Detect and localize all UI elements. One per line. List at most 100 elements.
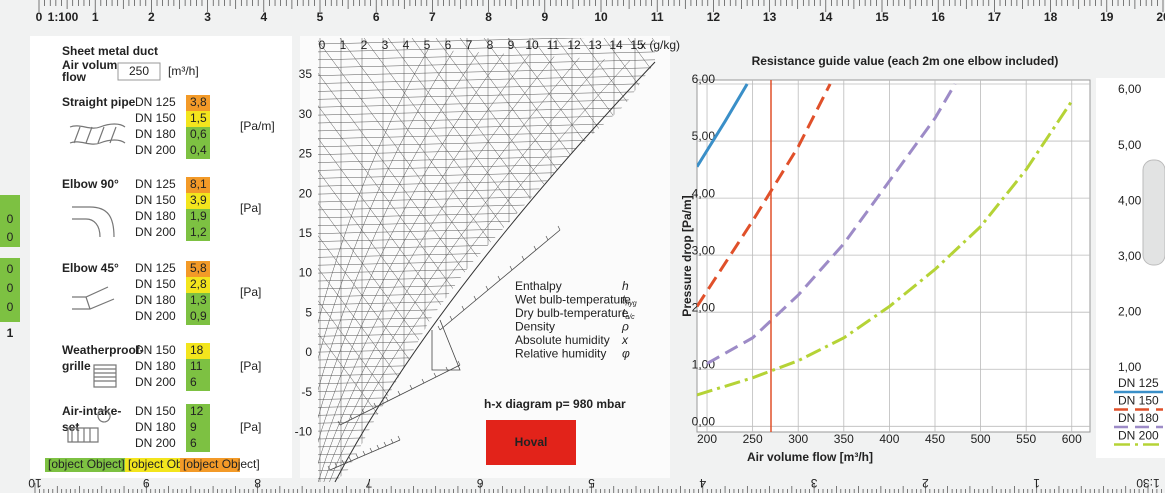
dn-label: DN 180 bbox=[135, 420, 176, 434]
value-label: 0,9 bbox=[190, 309, 207, 323]
y-tick-label: 0,00 bbox=[692, 414, 716, 428]
ruler-label: 5 bbox=[317, 10, 324, 24]
chart-title: Resistance guide value (each 2m one elbo… bbox=[752, 54, 1059, 68]
value-label: 11 bbox=[190, 359, 203, 373]
value-label: 5,8 bbox=[190, 261, 207, 275]
ruler-label: 8 bbox=[254, 476, 261, 490]
ruler-label: 8 bbox=[485, 10, 492, 24]
ruler-label: 15 bbox=[875, 10, 889, 24]
right-scale-label: 6,00 bbox=[1118, 82, 1142, 96]
ruler-label: 7 bbox=[429, 10, 436, 24]
value-label: 8,1 bbox=[190, 177, 207, 191]
side-tab-label: 0 bbox=[7, 300, 14, 314]
hx-temp-tick: 20 bbox=[299, 186, 313, 200]
x-tick-label: 250 bbox=[743, 432, 763, 446]
ruler-label: 19 bbox=[1100, 10, 1114, 24]
hx-x-tick: 9 bbox=[508, 38, 515, 52]
section-title: Elbow 45° bbox=[62, 261, 119, 275]
hx-x-tick: 12 bbox=[567, 38, 581, 52]
dn-label: DN 200 bbox=[135, 143, 176, 157]
value-label: 1,9 bbox=[190, 209, 207, 223]
dn-label: DN 200 bbox=[135, 436, 176, 450]
ruler-label: 9 bbox=[143, 476, 150, 490]
ruler-label: 13 bbox=[763, 10, 777, 24]
hx-x-tick: 13 bbox=[588, 38, 602, 52]
dn-label: DN 200 bbox=[135, 375, 176, 389]
value-label: 1,2 bbox=[190, 225, 207, 239]
ruler-label: 18 bbox=[1044, 10, 1058, 24]
hx-x-tick: 2 bbox=[361, 38, 368, 52]
hx-x-tick: 4 bbox=[403, 38, 410, 52]
side-tab-label: 0 bbox=[7, 262, 14, 276]
dn-label: DN 150 bbox=[135, 404, 176, 418]
ruler-label: 0 bbox=[36, 10, 43, 24]
slot-cutout bbox=[1143, 160, 1165, 265]
right-scale-label: 5,00 bbox=[1118, 138, 1142, 152]
ruler-label: 1:30 bbox=[1136, 476, 1160, 490]
legend-label: DN 200 bbox=[1118, 429, 1159, 443]
x-tick-label: 500 bbox=[971, 432, 991, 446]
hx-x-tick: 11 bbox=[547, 38, 560, 52]
dn-label: DN 150 bbox=[135, 343, 176, 357]
x-tick-label: 450 bbox=[925, 432, 945, 446]
hx-legend-name: Dry bulb-temperature bbox=[515, 306, 629, 320]
dn-label: DN 125 bbox=[135, 261, 176, 275]
hx-legend-symbol: x bbox=[621, 333, 629, 347]
side-tab-label: 0 bbox=[7, 281, 14, 295]
ruler-label: 4 bbox=[699, 476, 706, 490]
hx-temp-tick: 30 bbox=[299, 107, 313, 121]
ruler-label: 14 bbox=[819, 10, 833, 24]
ruler-label: 10 bbox=[28, 476, 42, 490]
ruler-label: 3 bbox=[204, 10, 211, 24]
dn-label: DN 150 bbox=[135, 193, 176, 207]
speed-legend-label: [object Object] bbox=[48, 457, 125, 471]
hx-temp-tick: 15 bbox=[299, 226, 313, 240]
hx-legend-symbol: φ bbox=[622, 347, 630, 361]
x-tick-label: 600 bbox=[1062, 432, 1082, 446]
section-title: Straight pipe bbox=[62, 95, 136, 109]
y-tick-label: 3,00 bbox=[692, 243, 716, 257]
speed-legend-label: [object Object] bbox=[183, 457, 260, 471]
x-tick-label: 400 bbox=[879, 432, 899, 446]
dn-label: DN 180 bbox=[135, 359, 176, 373]
ruler-label: 7 bbox=[365, 476, 372, 490]
brand-logo: Hoval bbox=[515, 435, 548, 449]
right-scale-label: 3,00 bbox=[1118, 249, 1142, 263]
hx-legend-symbol: ρ bbox=[621, 320, 629, 334]
unit-label: [Pa] bbox=[240, 359, 261, 373]
hx-caption: h-x diagram p= 980 mbar bbox=[484, 397, 626, 411]
hx-temp-tick: 10 bbox=[299, 266, 313, 280]
right-scale-label: 4,00 bbox=[1118, 193, 1142, 207]
dn-label: DN 200 bbox=[135, 225, 176, 239]
dn-label: DN 150 bbox=[135, 111, 176, 125]
ruler-label: 4 bbox=[260, 10, 267, 24]
duct-calculator: 01:1001234567891011121314151617181920109… bbox=[0, 0, 1165, 493]
value-label: 2,8 bbox=[190, 277, 207, 291]
dn-label: DN 180 bbox=[135, 293, 176, 307]
legend-label: DN 180 bbox=[1118, 411, 1159, 425]
calc-title: Sheet metal duct bbox=[62, 44, 158, 58]
dn-label: DN 180 bbox=[135, 127, 176, 141]
ruler-label: 17 bbox=[988, 10, 1002, 24]
right-scale-label: 2,00 bbox=[1118, 305, 1142, 319]
hx-legend-name: Enthalpy bbox=[515, 279, 562, 293]
unit-label: [Pa/m] bbox=[240, 119, 275, 133]
hx-x-tick: 3 bbox=[382, 38, 389, 52]
ruler-label: 2 bbox=[922, 476, 929, 490]
hx-x-label: x (g/kg) bbox=[640, 38, 680, 52]
hx-temp-tick: 25 bbox=[299, 147, 313, 161]
ruler-label: 6 bbox=[373, 10, 380, 24]
hx-x-tick: 8 bbox=[487, 38, 494, 52]
hx-temp-tick: 35 bbox=[299, 67, 313, 81]
value-label: 0,6 bbox=[190, 127, 207, 141]
right-scale-label: 1,00 bbox=[1118, 360, 1142, 374]
hx-x-tick: 7 bbox=[466, 38, 473, 52]
value-label: 9 bbox=[190, 420, 197, 434]
ruler-label: 3 bbox=[810, 476, 817, 490]
unit-label: [Pa] bbox=[240, 285, 261, 299]
dn-label: DN 125 bbox=[135, 177, 176, 191]
y-tick-label: 4,00 bbox=[692, 186, 716, 200]
x-tick-label: 300 bbox=[788, 432, 808, 446]
x-tick-label: 200 bbox=[697, 432, 717, 446]
hx-legend-name: Density bbox=[515, 320, 555, 334]
